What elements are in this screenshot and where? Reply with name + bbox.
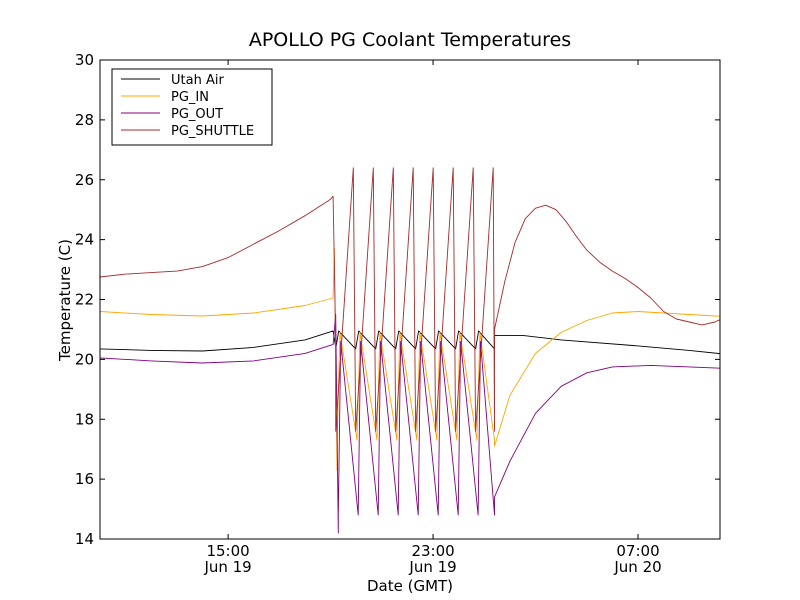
y-tick-label: 28 bbox=[75, 111, 94, 129]
legend-label: PG_IN bbox=[171, 90, 209, 105]
y-tick-label: 26 bbox=[75, 171, 94, 189]
y-axis-label: Temperature (C) bbox=[56, 239, 74, 362]
x-tick-date-label: Jun 19 bbox=[408, 558, 456, 576]
chart-title: APOLLO PG Coolant Temperatures bbox=[249, 29, 571, 51]
x-tick-date-label: Jun 20 bbox=[613, 558, 661, 576]
legend-label: PG_SHUTTLE bbox=[171, 124, 254, 139]
y-tick-label: 20 bbox=[75, 350, 94, 368]
legend: Utah Air PG_IN PG_OUT PG_SHUTTLE bbox=[111, 68, 273, 146]
y-tick-label: 30 bbox=[75, 51, 94, 69]
series-layer bbox=[100, 167, 720, 534]
y-axis: 14 16 18 20 22 24 26 28 30 bbox=[75, 51, 720, 548]
y-tick-label: 18 bbox=[75, 410, 94, 428]
series-line-pg-shuttle bbox=[100, 167, 720, 432]
x-axis-label: Date (GMT) bbox=[367, 577, 453, 595]
series-line-pg-out bbox=[100, 314, 720, 534]
y-tick-label: 22 bbox=[75, 291, 94, 309]
x-tick-date-label: Jun 19 bbox=[203, 558, 251, 576]
legend-label: PG_OUT bbox=[171, 107, 223, 122]
legend-label: Utah Air bbox=[171, 73, 224, 88]
series-line-pg-in bbox=[100, 248, 720, 471]
x-tick-time-label: 15:00 bbox=[206, 542, 249, 560]
y-tick-label: 16 bbox=[75, 470, 94, 488]
y-tick-label: 14 bbox=[75, 530, 94, 548]
series-line-utah-air bbox=[100, 330, 720, 355]
x-tick-time-label: 07:00 bbox=[616, 542, 659, 560]
legend-box bbox=[111, 68, 273, 146]
y-tick-label: 24 bbox=[75, 231, 94, 249]
x-tick-time-label: 23:00 bbox=[411, 542, 454, 560]
